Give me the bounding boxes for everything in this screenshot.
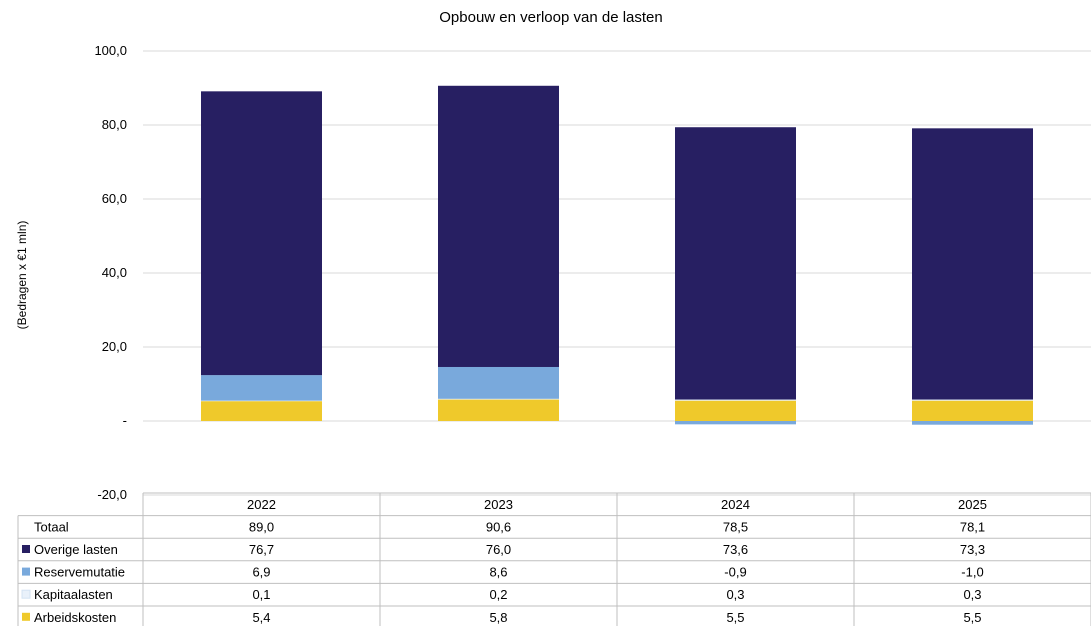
data-label: 89,0	[249, 519, 274, 534]
data-label: -1,0	[961, 565, 983, 580]
data-label: 76,7	[249, 542, 274, 557]
bar-arbeidskosten-2022	[201, 401, 322, 421]
data-label: 90,6	[486, 519, 511, 534]
data-label: 8,6	[489, 565, 507, 580]
x-tick-label: 2022	[247, 497, 276, 512]
data-label: 0,3	[726, 587, 744, 602]
legend-swatch	[22, 567, 30, 576]
bars	[201, 85, 1033, 425]
legend-swatch	[22, 545, 30, 553]
y-tick-label: -20,0	[97, 487, 127, 502]
x-tick-label: 2025	[958, 497, 987, 512]
data-label: 78,5	[723, 519, 748, 534]
chart-title: Opbouw en verloop van de lasten	[439, 9, 662, 26]
y-tick-label: 20,0	[102, 339, 127, 354]
data-label: 78,1	[960, 519, 985, 534]
bar-kapitaalasten-2022	[201, 400, 322, 402]
legend-swatch	[21, 589, 31, 599]
x-tick-label: 2023	[484, 497, 513, 512]
y-axis-label: (Bedragen x €1 mln)	[15, 221, 29, 330]
data-label: 0,2	[489, 587, 507, 602]
y-tick-label: -	[123, 413, 127, 428]
bar-kapitaalasten-2023	[438, 398, 559, 400]
bar-reservemutatie-2023	[438, 366, 559, 399]
y-tick-label: 40,0	[102, 265, 127, 280]
data-label: 0,3	[963, 587, 981, 602]
y-tick-label: 80,0	[102, 117, 127, 132]
data-label: 5,5	[963, 610, 981, 625]
bar-overige-lasten-2022	[201, 91, 322, 376]
data-label: 73,6	[723, 542, 748, 557]
x-tick-label: 2024	[721, 497, 750, 512]
bar-kapitaalasten-2024	[675, 399, 796, 401]
y-tick-label: 100,0	[94, 43, 127, 58]
bar-overige-lasten-2025	[912, 128, 1033, 400]
data-label: -0,9	[724, 565, 746, 580]
legend-label: Arbeidskosten	[34, 610, 116, 625]
data-label: 5,4	[252, 610, 270, 625]
data-label: 0,1	[252, 587, 270, 602]
data-table: 2022 2023 2024 2025 Totaal 89,0 90,6 78,5 78,1 Ov…	[17, 492, 1091, 626]
bar-overige-lasten-2023	[438, 85, 559, 367]
legend-label: Totaal	[34, 519, 69, 534]
data-label: 5,8	[489, 610, 507, 625]
data-label: 73,3	[960, 542, 985, 557]
bar-overige-lasten-2024	[675, 127, 796, 400]
data-label: 6,9	[252, 565, 270, 580]
bar-reservemutatie-2022	[201, 375, 322, 401]
data-label: 76,0	[486, 542, 511, 557]
y-tick-label: 60,0	[102, 191, 127, 206]
legend-label: Overige lasten	[34, 542, 118, 557]
legend-label: Kapitaalasten	[34, 587, 113, 602]
data-label: 5,5	[726, 610, 744, 625]
bar-arbeidskosten-2024	[675, 400, 796, 421]
bar-reservemutatie-2025	[912, 421, 1033, 425]
bar-kapitaalasten-2025	[912, 399, 1033, 401]
legend-swatch	[22, 612, 30, 621]
legend-label: Reservemutatie	[34, 565, 125, 580]
bar-reservemutatie-2024	[675, 421, 796, 425]
bar-arbeidskosten-2023	[438, 399, 559, 421]
bar-arbeidskosten-2025	[912, 400, 1033, 421]
